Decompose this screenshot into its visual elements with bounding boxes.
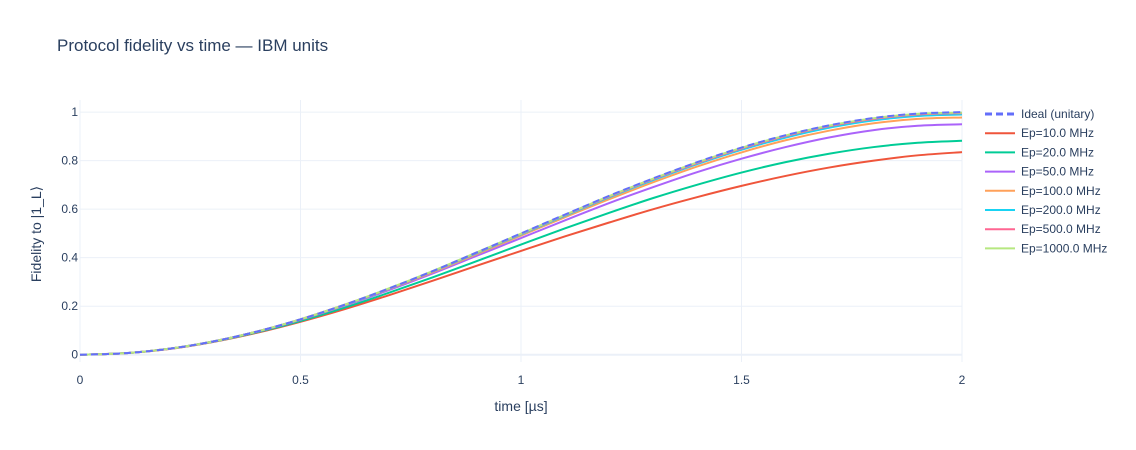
- legend[interactable]: Ideal (unitary) Ep=10.0 MHz Ep=20.0 MHz Ep=…: [985, 107, 1107, 255]
- legend-item-4[interactable]: Ep=100.0 MHz: [985, 184, 1101, 198]
- x-tick-label: 2: [959, 373, 966, 387]
- legend-label: Ep=500.0 MHz: [1021, 222, 1101, 236]
- legend-label: Ep=10.0 MHz: [1021, 126, 1094, 140]
- legend-label: Ep=1000.0 MHz: [1021, 241, 1107, 255]
- y-tick-label: 0.2: [61, 299, 78, 313]
- grid: [79, 100, 963, 362]
- axis-ticks: 0 0.5 1 1.5 2 0 0.2 0.4 0.6 0.8 1: [61, 105, 965, 387]
- y-tick-label: 0: [71, 348, 78, 362]
- legend-item-1[interactable]: Ep=10.0 MHz: [985, 126, 1094, 140]
- x-tick-label: 1.5: [733, 373, 750, 387]
- legend-item-6[interactable]: Ep=500.0 MHz: [985, 222, 1101, 236]
- y-tick-label: 0.6: [61, 202, 78, 216]
- series-line-0[interactable]: [79, 111, 963, 356]
- legend-label: Ep=50.0 MHz: [1021, 165, 1094, 179]
- legend-item-5[interactable]: Ep=200.0 MHz: [985, 203, 1101, 217]
- chart-title: Protocol fidelity vs time — IBM units: [57, 36, 328, 55]
- legend-item-0[interactable]: Ideal (unitary): [985, 107, 1094, 121]
- x-axis-title: time [µs]: [494, 398, 547, 414]
- y-tick-label: 1: [71, 105, 78, 119]
- x-tick-label: 0: [77, 373, 84, 387]
- legend-item-3[interactable]: Ep=50.0 MHz: [985, 165, 1094, 179]
- y-tick-label: 0.8: [61, 154, 78, 168]
- x-tick-label: 0.5: [292, 373, 309, 387]
- legend-item-2[interactable]: Ep=20.0 MHz: [985, 145, 1094, 159]
- y-axis-title: Fidelity to |1_L⟩: [28, 186, 44, 282]
- legend-label: Ep=100.0 MHz: [1021, 184, 1101, 198]
- legend-label: Ep=20.0 MHz: [1021, 145, 1094, 159]
- legend-label: Ideal (unitary): [1021, 107, 1094, 121]
- legend-item-7[interactable]: Ep=1000.0 MHz: [985, 241, 1107, 255]
- legend-label: Ep=200.0 MHz: [1021, 203, 1101, 217]
- plot-area: [79, 111, 963, 356]
- x-tick-label: 1: [518, 373, 525, 387]
- y-tick-label: 0.4: [61, 251, 78, 265]
